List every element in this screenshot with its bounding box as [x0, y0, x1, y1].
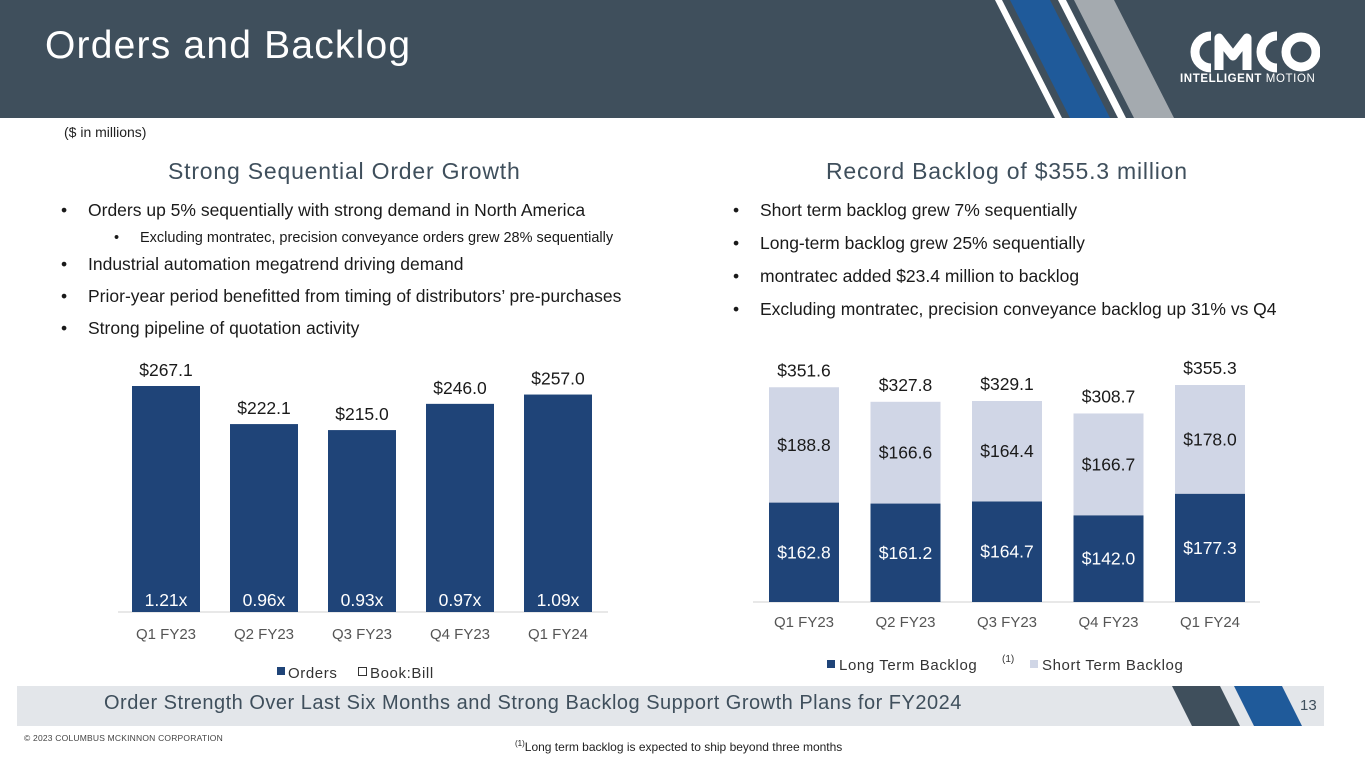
long-term-bar	[1073, 515, 1144, 602]
legend-footnote-marker: (1)	[1002, 654, 1014, 665]
left-bullet-list: Orders up 5% sequentially with strong de…	[61, 200, 621, 339]
backlog-category-label: Q1 FY23	[774, 614, 834, 631]
footnote: (1)Long term backlog is expected to ship…	[515, 739, 842, 754]
legend-label-book-bill: Book:Bill	[370, 665, 434, 682]
orders-category-label: Q3 FY23	[332, 626, 392, 643]
backlog-category-label: Q3 FY23	[977, 614, 1037, 631]
orders-bar	[524, 394, 592, 612]
orders-bar	[328, 430, 396, 612]
book-bill-label: 1.21x	[145, 590, 188, 610]
backlog-total-label: $308.7	[1082, 386, 1136, 406]
footnote-marker: (1)	[515, 739, 525, 748]
copyright-notice: © 2023 COLUMBUS MCKINNON CORPORATION	[24, 733, 223, 743]
legend-swatch-short-term	[1030, 660, 1038, 668]
orders-category-label: Q2 FY23	[234, 626, 294, 643]
logo-tag-light: MOTION	[1262, 73, 1316, 85]
bullet-item: Excluding montratec, precision conveyanc…	[733, 299, 1277, 320]
backlog-total-label: $329.1	[980, 374, 1034, 394]
long-term-value-label: $161.2	[879, 543, 933, 563]
long-term-value-label: $177.3	[1183, 538, 1237, 558]
long-term-value-label: $164.7	[980, 542, 1034, 562]
orders-value-label: $215.0	[335, 404, 389, 424]
orders-value-label: $222.1	[237, 398, 291, 418]
orders-bar	[426, 403, 494, 612]
bullet-item: Long-term backlog grew 25% sequentially	[733, 233, 1277, 254]
backlog-total-label: $355.3	[1183, 358, 1237, 378]
legend-label-orders: Orders	[288, 665, 337, 682]
bullet-item: Short term backlog grew 7% sequentially	[733, 200, 1277, 221]
legend-swatch-book-bill	[358, 667, 367, 676]
bullet-item: Orders up 5% sequentially with strong de…	[61, 200, 621, 221]
backlog-category-label: Q2 FY23	[875, 614, 935, 631]
short-term-value-label: $164.4	[980, 441, 1034, 461]
sub-bullet-item: Excluding montratec, precision conveyanc…	[114, 230, 621, 246]
orders-bar	[132, 386, 200, 612]
short-term-bar	[1175, 385, 1245, 494]
footer-stripe-blue	[1234, 686, 1302, 726]
short-term-bar	[870, 401, 941, 504]
legend-swatch-orders	[277, 667, 285, 675]
long-term-bar	[1175, 493, 1245, 602]
logo-tagline: INTELLIGENT MOTION	[1180, 73, 1325, 85]
stripe-white-2	[1058, 0, 1126, 118]
header-stripes	[995, 0, 1174, 118]
footer-stripe-dark	[1172, 686, 1240, 726]
legend-label-long-term: Long Term Backlog	[839, 657, 977, 674]
left-column-heading: Strong Sequential Order Growth	[168, 158, 521, 184]
short-term-bar	[1073, 413, 1144, 516]
legend-label-short-term: Short Term Backlog	[1042, 657, 1183, 674]
backlog-total-label: $327.8	[879, 375, 933, 395]
orders-category-label: Q4 FY23	[430, 626, 490, 643]
short-term-value-label: $166.6	[879, 443, 933, 463]
stripe-white-1	[995, 0, 1062, 118]
units-note: ($ in millions)	[64, 124, 147, 140]
cmco-logo-icon	[1190, 31, 1320, 73]
book-bill-label: 1.09x	[537, 590, 580, 610]
logo-tag-bold: INTELLIGENT	[1180, 73, 1262, 85]
short-term-bar	[769, 387, 839, 503]
orders-value-label: $246.0	[433, 378, 487, 398]
orders-category-label: Q1 FY23	[136, 626, 196, 643]
bullet-item: montratec added $23.4 million to backlog	[733, 266, 1277, 287]
orders-bar	[230, 424, 298, 612]
page-number: 13	[1300, 697, 1317, 714]
header-banner: Orders and Backlog INTELLIGENT MOTION	[0, 0, 1365, 118]
short-term-bar	[972, 401, 1042, 502]
short-term-value-label: $188.8	[777, 435, 831, 455]
book-bill-label: 0.93x	[341, 590, 384, 610]
footer-message: Order Strength Over Last Six Months and …	[104, 692, 962, 714]
page-title: Orders and Backlog	[45, 24, 412, 67]
bullet-item: Industrial automation megatrend driving …	[61, 254, 621, 275]
right-column-heading: Record Backlog of $355.3 million	[826, 158, 1188, 184]
long-term-value-label: $162.8	[777, 542, 831, 562]
orders-value-label: $267.1	[139, 360, 193, 380]
book-bill-label: 0.97x	[439, 590, 482, 610]
bullet-item: Strong pipeline of quotation activity	[61, 318, 621, 339]
stripe-blue	[1010, 0, 1110, 118]
book-bill-label: 0.96x	[243, 590, 286, 610]
backlog-category-label: Q1 FY24	[1180, 614, 1240, 631]
long-term-bar	[870, 503, 941, 602]
short-term-value-label: $178.0	[1183, 429, 1237, 449]
legend-swatch-long-term	[827, 660, 835, 668]
company-logo: INTELLIGENT MOTION	[1180, 30, 1325, 90]
right-bullet-list: Short term backlog grew 7% sequentially …	[733, 200, 1277, 320]
stripe-gray	[1074, 0, 1174, 118]
orders-category-label: Q1 FY24	[528, 626, 588, 643]
footnote-text: Long term backlog is expected to ship be…	[524, 740, 843, 754]
bullet-item: Prior-year period benefitted from timing…	[61, 286, 621, 307]
orders-value-label: $257.0	[531, 369, 585, 389]
long-term-value-label: $142.0	[1082, 549, 1136, 569]
backlog-category-label: Q4 FY23	[1078, 614, 1138, 631]
short-term-value-label: $166.7	[1082, 454, 1136, 474]
backlog-total-label: $351.6	[777, 360, 831, 380]
footer-band	[17, 686, 1324, 726]
long-term-bar	[769, 502, 839, 602]
long-term-bar	[972, 501, 1042, 602]
